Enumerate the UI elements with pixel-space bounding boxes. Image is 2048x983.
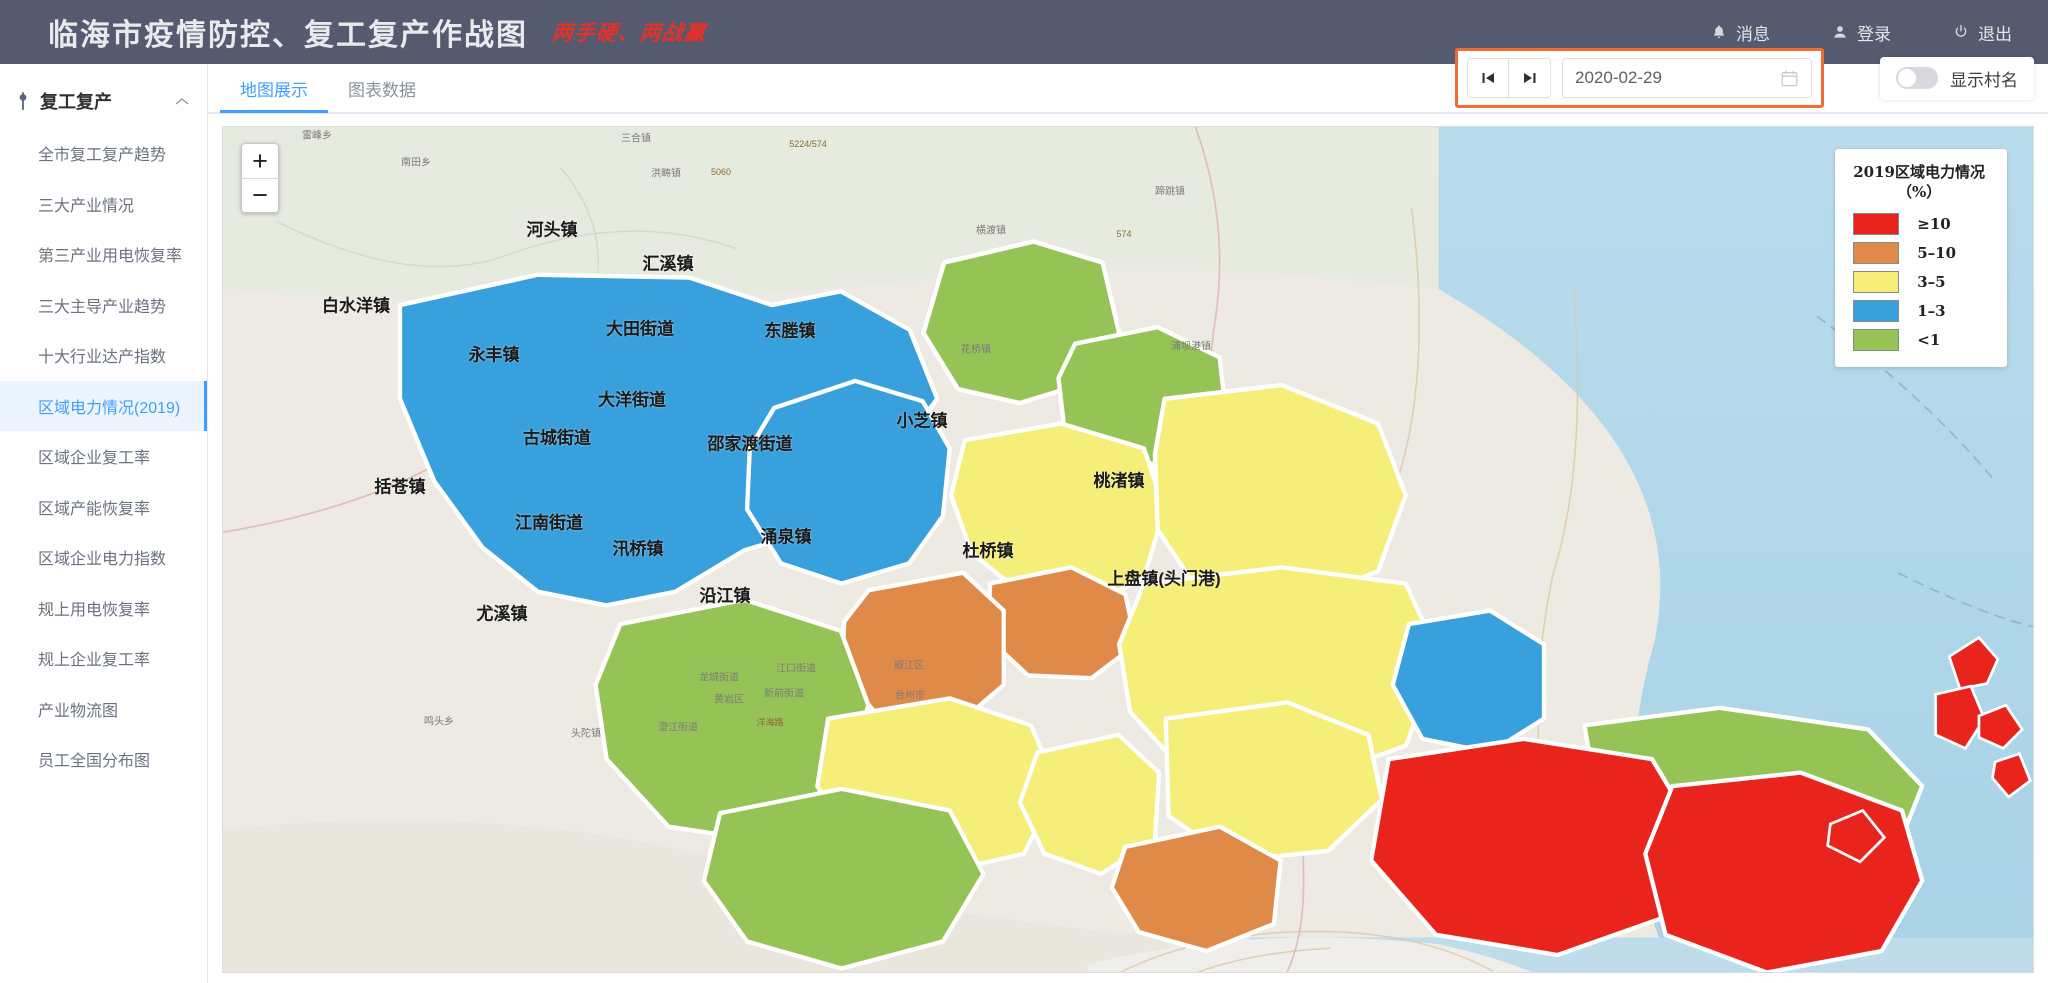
messages-button[interactable]: 消息	[1711, 20, 1770, 45]
date-input-value: 2020-02-29	[1575, 68, 1662, 87]
sidebar-item-12[interactable]: 员工全国分布图	[38, 753, 151, 771]
legend-entry-4: <1	[1853, 328, 1985, 351]
chevron-up-icon[interactable]	[175, 97, 189, 106]
bell-icon	[1711, 24, 1727, 40]
sidebar-item-8[interactable]: 区域企业电力指数	[38, 551, 167, 569]
pin-icon	[14, 92, 32, 110]
user-icon	[1832, 24, 1848, 40]
sidebar-item-9[interactable]: 规上用电恢复率	[38, 601, 151, 619]
prev-date-button[interactable]	[1467, 58, 1509, 98]
sidebar-item-list: 全市复工复产趋势 三大产业情况 第三产业用电恢复率 三大主导产业趋势 十大行业达产指数区…	[0, 128, 207, 785]
legend-title-line1: 2019区域电力情况	[1853, 163, 1985, 181]
header-slogan: 两手硬、两战赢	[550, 20, 708, 45]
toggle-label: 显示村名	[1950, 70, 2018, 90]
logout-button[interactable]: 退出	[1953, 20, 2012, 45]
sidebar-item-4[interactable]: 十大行业达产指数	[38, 349, 167, 367]
toggle-knob	[1898, 69, 1916, 87]
legend-swatch-4	[1853, 328, 1900, 351]
sidebar-item-5[interactable]: 区域电力情况(2019)	[0, 380, 207, 431]
sidebar-item-1[interactable]: 三大产业情况	[38, 197, 135, 215]
legend-label-0: ≥10	[1917, 214, 1951, 233]
sidebar-item-11[interactable]: 产业物流图	[38, 702, 119, 720]
legend-rows: ≥10 5–10 3–5 1–3 <1	[1853, 212, 1985, 351]
sidebar-item-7[interactable]: 区域产能恢复率	[38, 500, 151, 518]
login-button[interactable]: 登录	[1832, 20, 1891, 45]
sidebar: 复工复产 全市复工复产趋势 三大产业情况第三产业用电恢复率 三大主导产业趋势 十大行业…	[0, 64, 208, 983]
sidebar-item-3[interactable]: 三大主导产业趋势	[38, 298, 167, 316]
tab-map-view[interactable]: 地图展示	[220, 63, 328, 113]
legend-entry-0: ≥10	[1853, 212, 1985, 235]
body-wrap: 复工复产 全市复工复产趋势 三大产业情况第三产业用电恢复率 三大主导产业趋势 十大行业…	[0, 48, 2048, 983]
content-toolbar: 地图展示 图表数据 2020-02-29	[208, 48, 2048, 114]
content-pane: 地图展示 图表数据 2020-02-29	[208, 48, 2048, 983]
zoom-out-button[interactable]: −	[242, 178, 278, 212]
app-header: 临海市疫情防控、复工复产作战图 两手硬、两战赢 消息 登录 退出	[0, 0, 2048, 64]
calendar-icon[interactable]	[1780, 69, 1799, 88]
legend-entry-2: 3–5	[1853, 270, 1985, 293]
messages-label: 消息	[1736, 24, 1770, 44]
date-control-highlight: 2020-02-29	[1455, 48, 1824, 108]
legend-swatch-0	[1853, 212, 1900, 235]
toggle-track[interactable]	[1896, 67, 1938, 89]
show-village-names-toggle[interactable]: 显示村名	[1880, 56, 2034, 100]
date-input[interactable]: 2020-02-29	[1562, 58, 1812, 98]
sidebar-group-label: 复工复产	[40, 92, 112, 112]
legend-swatch-1	[1853, 241, 1900, 264]
legend-entry-3: 1–3	[1853, 299, 1985, 322]
map-area[interactable]: 雷峰乡 南田乡 三合镇 洪畴镇 5224/574 5060 蹄跳镇 横渡镇 574 花桥镇 浦坝港镇…	[222, 126, 2034, 973]
page-title: 临海市疫情防控、复工复产作战图	[48, 19, 528, 52]
legend-label-4: <1	[1917, 330, 1941, 349]
sidebar-item-0[interactable]: 全市复工复产趋势	[38, 147, 167, 165]
login-label: 登录	[1857, 24, 1891, 44]
tab-chart-data[interactable]: 图表数据	[348, 80, 416, 100]
map-canvas[interactable]	[223, 127, 2033, 973]
logout-label: 退出	[1978, 24, 2012, 44]
power-icon	[1953, 24, 1969, 40]
map-legend: 2019区域电力情况 （%） ≥10 5–10 3–5 1–3 <1	[1835, 149, 2007, 367]
legend-label-1: 5–10	[1917, 243, 1957, 262]
legend-title-line2: （%）	[1896, 183, 1942, 202]
legend-label-3: 1–3	[1917, 301, 1946, 320]
sidebar-item-6[interactable]: 区域企业复工率	[38, 450, 151, 468]
legend-entry-1: 5–10	[1853, 241, 1985, 264]
sidebar-item-2[interactable]: 第三产业用电恢复率	[38, 248, 183, 266]
header-actions: 消息 登录 退出	[1649, 20, 2012, 45]
sidebar-group-fugongfuchan[interactable]: 复工复产	[0, 74, 207, 128]
legend-swatch-3	[1853, 299, 1900, 322]
map-zoom-control[interactable]: + −	[241, 143, 279, 213]
legend-label-2: 3–5	[1917, 272, 1946, 291]
toolbar-right: 2020-02-29 显示村名	[1455, 48, 2034, 108]
next-date-button[interactable]	[1509, 58, 1551, 98]
sidebar-item-10[interactable]: 规上企业复工率	[38, 652, 151, 670]
legend-swatch-2	[1853, 270, 1900, 293]
zoom-in-button[interactable]: +	[252, 145, 268, 176]
legend-title: 2019区域电力情况 （%）	[1853, 162, 1985, 203]
